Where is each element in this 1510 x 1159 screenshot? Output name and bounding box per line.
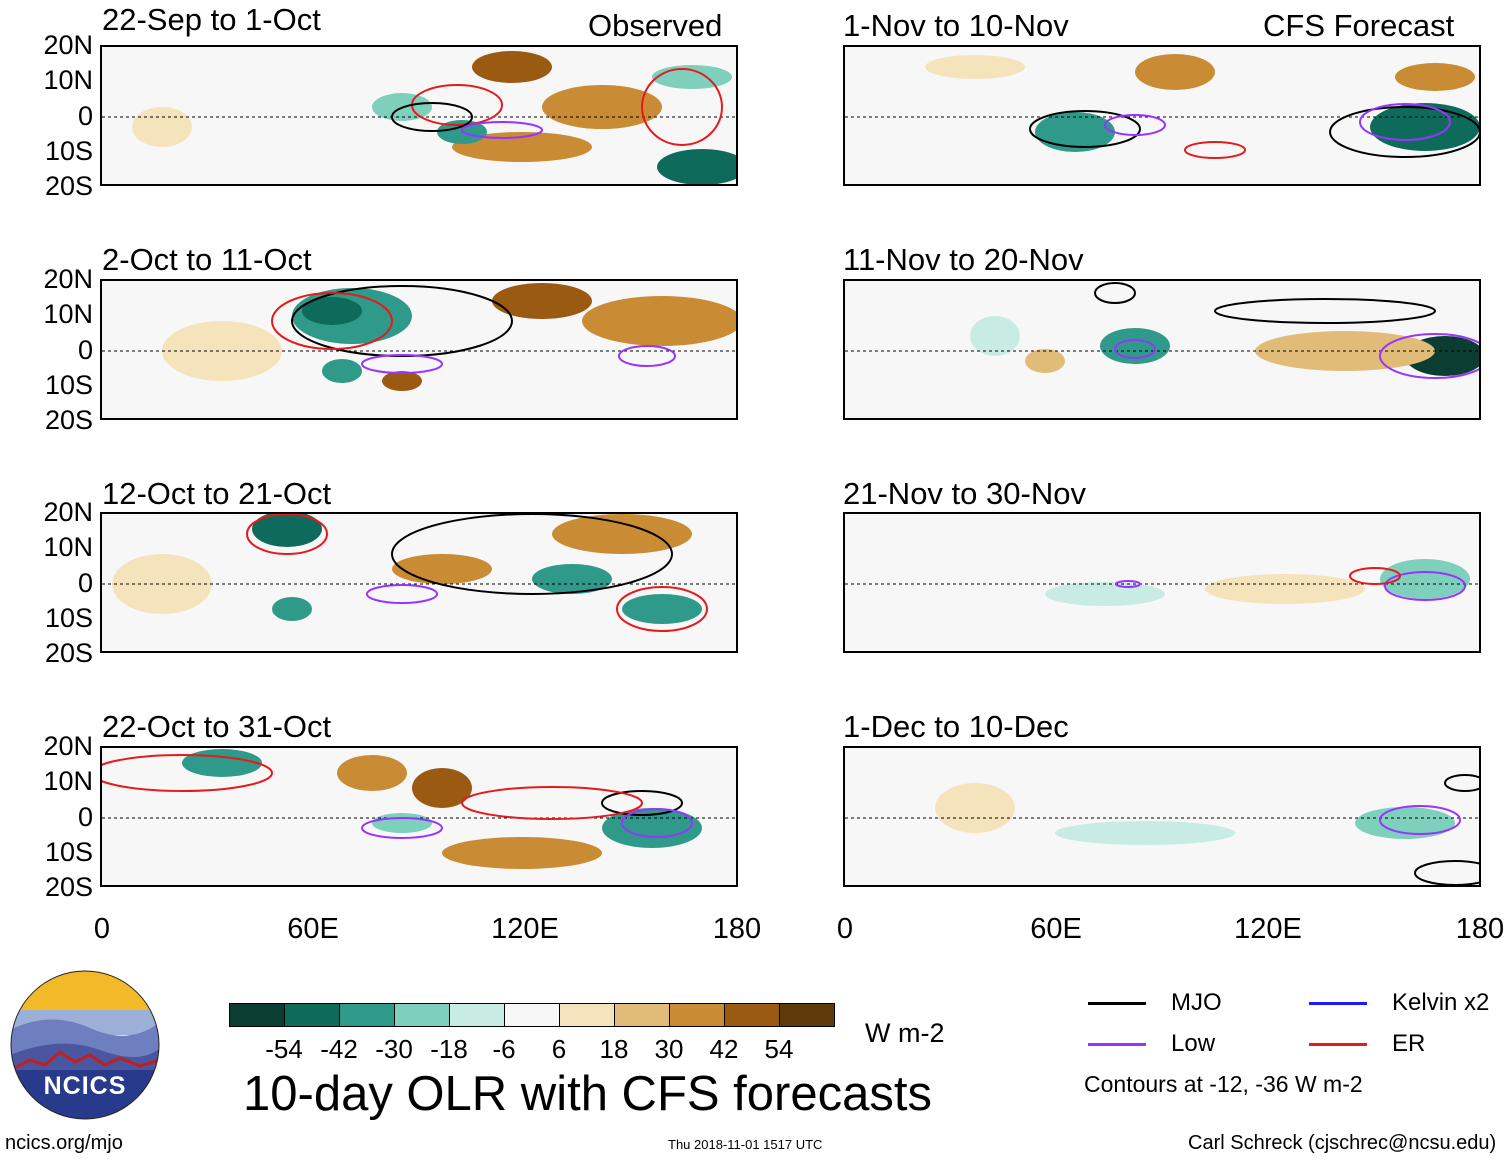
panel-title: 1-Nov to 10-Nov bbox=[843, 8, 1069, 43]
olr-map bbox=[845, 54, 1479, 159]
lat-label: 10N bbox=[43, 65, 93, 95]
lon-label: 60E bbox=[1030, 913, 1082, 945]
lon-label: 120E bbox=[1234, 913, 1302, 945]
colorbar-swatch bbox=[394, 1003, 450, 1027]
olr-map bbox=[845, 282, 1479, 379]
footer-url: ncics.org/mjo bbox=[5, 1132, 123, 1154]
colorbar-level-label: -42 bbox=[320, 1034, 358, 1064]
logo-text: NCICS bbox=[43, 1072, 127, 1100]
colorbar-level-label: 30 bbox=[654, 1034, 684, 1064]
lat-label: 10S bbox=[44, 136, 93, 166]
colorbar-level-label: -30 bbox=[375, 1034, 413, 1064]
footer-timestamp: Thu 2018-11-01 1517 UTC bbox=[668, 1137, 823, 1152]
lat-label: 0 bbox=[77, 802, 93, 832]
colorbar-level-label: -6 bbox=[492, 1034, 516, 1064]
lat-label: 20N bbox=[43, 497, 93, 527]
colorbar-swatch bbox=[724, 1003, 780, 1027]
lat-label: 20N bbox=[43, 30, 93, 60]
map-panel-observed-4 bbox=[100, 746, 738, 887]
panel-title: 21-Nov to 30-Nov bbox=[843, 476, 1086, 511]
lat-label: 10S bbox=[44, 370, 93, 400]
lon-label: 60E bbox=[287, 913, 339, 945]
panel-title: 22-Oct to 31-Oct bbox=[102, 709, 332, 744]
map-panel-forecast-3 bbox=[843, 512, 1481, 653]
main-title: 10-day OLR with CFS forecasts bbox=[243, 1067, 932, 1121]
colorbar-swatch bbox=[229, 1003, 285, 1027]
olr-map bbox=[102, 51, 736, 184]
panel-title: 1-Dec to 10-Dec bbox=[843, 709, 1069, 744]
colorbar-units: W m-2 bbox=[865, 1018, 945, 1048]
olr-map bbox=[102, 283, 736, 391]
lat-label: 20S bbox=[44, 872, 93, 902]
olr-map bbox=[845, 559, 1479, 606]
lat-label: 0 bbox=[77, 335, 93, 365]
olr-map bbox=[102, 749, 736, 869]
colorbar-level-label: -18 bbox=[430, 1034, 468, 1064]
colorbar-swatch bbox=[779, 1003, 835, 1027]
lon-label: 120E bbox=[491, 913, 559, 945]
map-panel-observed-2 bbox=[100, 279, 738, 420]
colorbar-level-label: 6 bbox=[551, 1034, 567, 1064]
lat-label: 10N bbox=[43, 532, 93, 562]
colorbar-swatch bbox=[504, 1003, 560, 1027]
map-panel-observed-3 bbox=[100, 512, 738, 653]
panel-title: 22-Sep to 1-Oct bbox=[102, 2, 321, 37]
lat-label: 10N bbox=[43, 766, 93, 796]
lon-label: 180 bbox=[712, 913, 762, 945]
map-panel-forecast-2 bbox=[843, 279, 1481, 420]
legend-kelvin-line bbox=[1309, 1002, 1367, 1005]
panel-title: 2-Oct to 11-Oct bbox=[102, 242, 312, 277]
olr-map bbox=[845, 774, 1479, 885]
colorbar-swatch bbox=[614, 1003, 670, 1027]
lat-label: 20N bbox=[43, 731, 93, 761]
header-observed: Observed bbox=[588, 8, 723, 43]
legend-er-line bbox=[1309, 1043, 1367, 1046]
legend-mjo-label: MJO bbox=[1171, 989, 1222, 1016]
lon-label: 0 bbox=[836, 913, 854, 945]
header-cfs-forecast: CFS Forecast bbox=[1263, 8, 1455, 43]
legend-contour-note: Contours at -12, -36 W m-2 bbox=[1084, 1071, 1363, 1097]
legend-er-label: ER bbox=[1392, 1030, 1426, 1057]
lat-label: 20S bbox=[44, 171, 93, 201]
lat-label: 0 bbox=[77, 568, 93, 598]
lat-label: 10N bbox=[43, 299, 93, 329]
map-panel-forecast-4 bbox=[843, 746, 1481, 887]
footer-author: Carl Schreck (cjschrec@ncsu.edu) bbox=[1188, 1132, 1497, 1154]
panel-title: 11-Nov to 20-Nov bbox=[843, 242, 1084, 277]
colorbar-swatch bbox=[284, 1003, 340, 1027]
colorbar-level-label: 54 bbox=[764, 1034, 794, 1064]
map-panel-forecast-1 bbox=[843, 45, 1481, 186]
colorbar-swatch bbox=[669, 1003, 725, 1027]
legend-low-label: Low bbox=[1171, 1030, 1216, 1057]
logo-graphic bbox=[10, 970, 160, 1120]
lat-label: 20N bbox=[43, 264, 93, 294]
lat-label: 10S bbox=[44, 603, 93, 633]
lon-label: 180 bbox=[1455, 913, 1505, 945]
colorbar-swatch bbox=[449, 1003, 505, 1027]
olr-map bbox=[102, 514, 736, 632]
colorbar-swatch bbox=[339, 1003, 395, 1027]
legend-kelvin-label: Kelvin x2 bbox=[1392, 989, 1490, 1016]
colorbar-level-label: 18 bbox=[599, 1034, 629, 1064]
lon-label: 0 bbox=[93, 913, 111, 945]
panel-title: 12-Oct to 21-Oct bbox=[102, 476, 332, 511]
legend-mjo-line bbox=[1088, 1002, 1146, 1005]
colorbar-level-label: 42 bbox=[709, 1034, 739, 1064]
lat-label: 20S bbox=[44, 638, 93, 668]
legend-low-line bbox=[1088, 1043, 1146, 1046]
lat-label: 20S bbox=[44, 405, 93, 435]
colorbar-level-label: -54 bbox=[265, 1034, 303, 1064]
colorbar-swatch bbox=[559, 1003, 615, 1027]
lat-label: 0 bbox=[77, 101, 93, 131]
ncics-logo: NCICS bbox=[10, 970, 160, 1120]
map-panel-observed-1 bbox=[100, 45, 738, 186]
lat-label: 10S bbox=[44, 837, 93, 867]
